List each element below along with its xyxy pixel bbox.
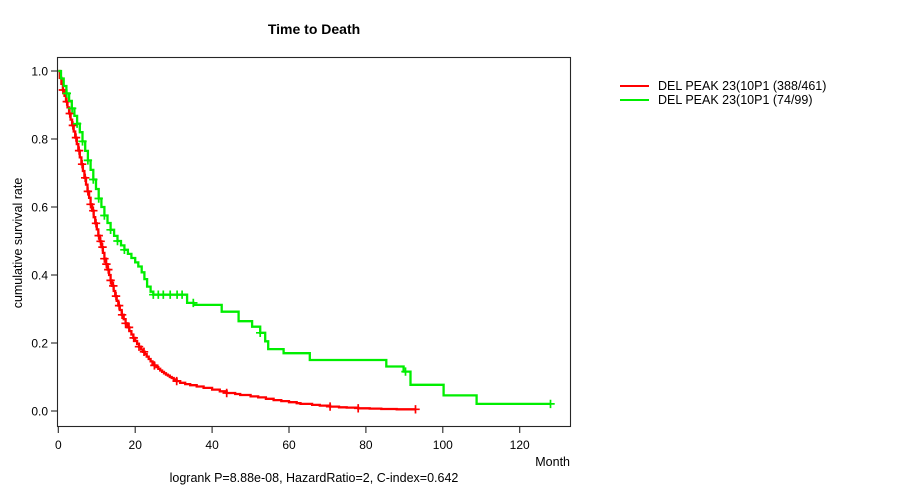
x-tick-label: 100 xyxy=(433,438,453,452)
x-tick-label: 120 xyxy=(510,438,530,452)
x-tick-label: 60 xyxy=(282,438,296,452)
survival-curve-group2 xyxy=(58,69,551,406)
y-tick-label: 0.6 xyxy=(31,200,48,214)
legend-item-group2: DEL PEAK 23(10P1 (74/99) xyxy=(620,93,826,107)
chart-title: Time to Death xyxy=(267,21,361,37)
legend-label-group1: DEL PEAK 23(10P1 (388/461) xyxy=(658,79,827,93)
y-tick-label: 0.8 xyxy=(31,132,48,146)
x-tick-label: 0 xyxy=(55,438,62,452)
y-tick-label: 1.0 xyxy=(31,64,48,78)
legend-line-red xyxy=(620,85,649,87)
legend: DEL PEAK 23(10P1 (388/461) DEL PEAK 23(1… xyxy=(620,79,826,107)
survival-curve-group1 xyxy=(58,69,416,411)
x-tick-label: 40 xyxy=(205,438,219,452)
x-tick-label: 20 xyxy=(129,438,143,452)
stats-caption: logrank P=8.88e-08, HazardRatio=2, C-ind… xyxy=(169,471,459,485)
legend-line-green xyxy=(620,99,649,101)
x-tick-label: 80 xyxy=(359,438,373,452)
y-tick-label: 0.2 xyxy=(31,336,48,350)
censor-marks-group2 xyxy=(62,89,555,409)
y-tick-label: 0.4 xyxy=(31,268,48,282)
plot-frame xyxy=(56,56,572,428)
y-tick-label: 0.0 xyxy=(31,404,48,418)
x-axis-label: Month xyxy=(535,455,570,469)
legend-item-group1: DEL PEAK 23(10P1 (388/461) xyxy=(620,79,826,93)
legend-label-group2: DEL PEAK 23(10P1 (74/99) xyxy=(658,93,813,107)
censor-marks-group1 xyxy=(58,85,420,414)
